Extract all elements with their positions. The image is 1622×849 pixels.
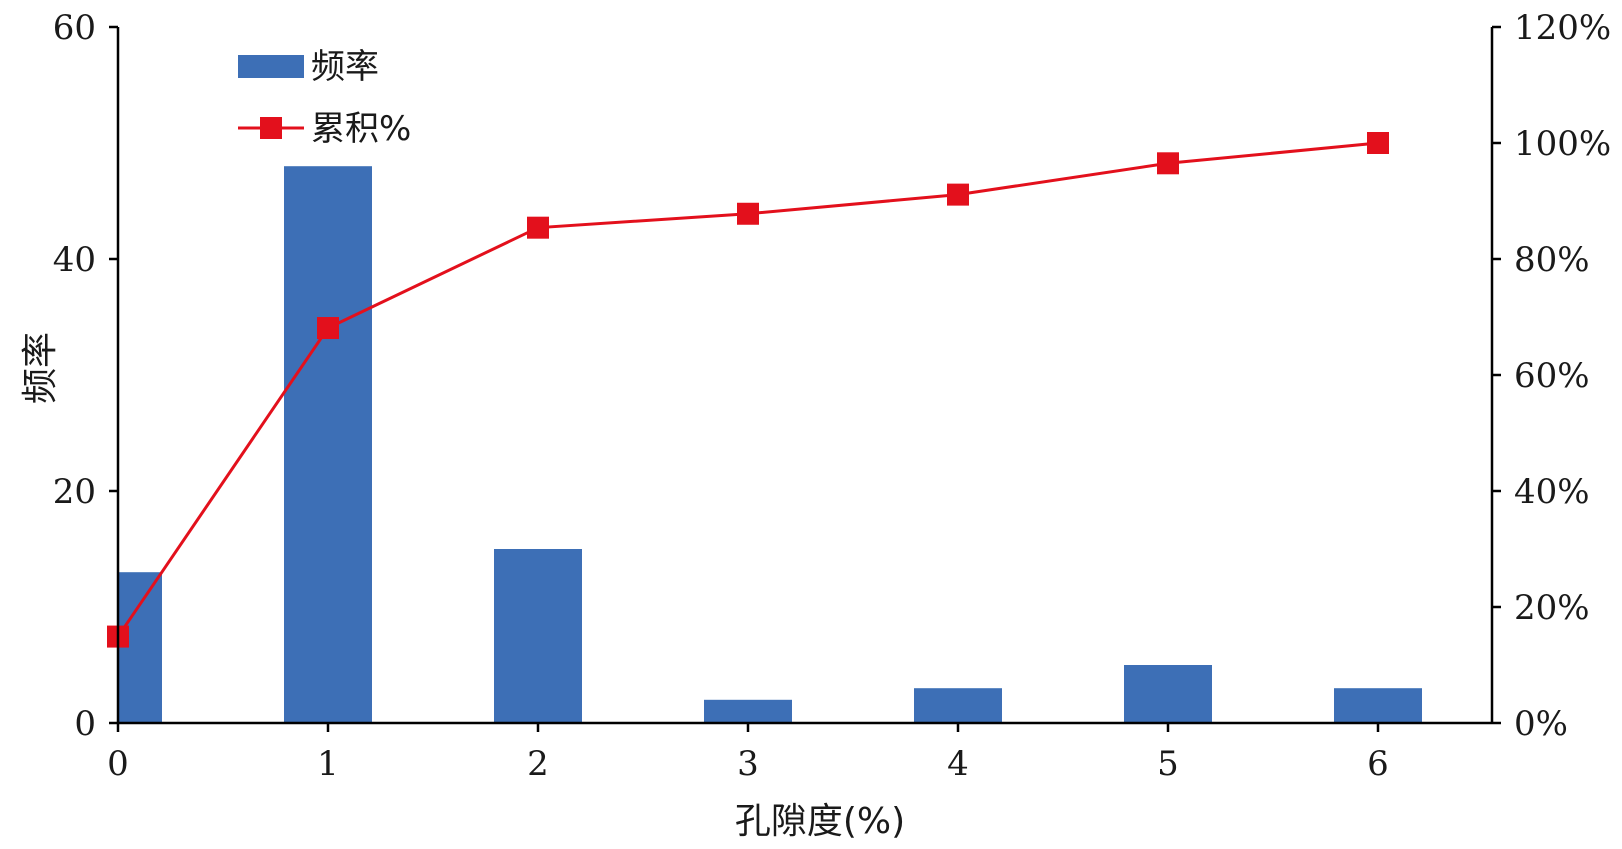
x-tick-label-5: 5 bbox=[1157, 744, 1179, 784]
y2-tick-label-60%: 60% bbox=[1514, 356, 1590, 396]
legend-line-label: 累积% bbox=[311, 109, 411, 149]
bar-2 bbox=[494, 549, 582, 723]
x-tick-label-6: 6 bbox=[1367, 744, 1389, 784]
y2-tick-label-0%: 0% bbox=[1514, 704, 1568, 744]
cumulative-point-4 bbox=[947, 183, 969, 206]
x-tick-label-1: 1 bbox=[317, 744, 339, 784]
y-tick-label-60: 60 bbox=[53, 8, 96, 48]
bar-4 bbox=[914, 688, 1002, 723]
y2-tick-label-40%: 40% bbox=[1514, 472, 1590, 512]
x-tick-label-3: 3 bbox=[737, 744, 759, 784]
y2-tick-label-80%: 80% bbox=[1514, 240, 1590, 280]
cumulative-point-5 bbox=[1157, 152, 1179, 175]
x-tick-label-0: 0 bbox=[107, 744, 129, 784]
y-tick-label-20: 20 bbox=[53, 472, 96, 512]
legend-bar-swatch bbox=[238, 55, 304, 78]
x-tick-label-2: 2 bbox=[527, 744, 549, 784]
cumulative-point-3 bbox=[737, 202, 759, 225]
cumulative-point-6 bbox=[1367, 132, 1389, 154]
cumulative-point-1 bbox=[317, 317, 339, 340]
legend-bar-label: 频率 bbox=[311, 47, 379, 87]
y-tick-label-40: 40 bbox=[53, 240, 96, 280]
cumulative-point-2 bbox=[527, 216, 549, 239]
bar-0 bbox=[118, 572, 162, 723]
bars-layer bbox=[118, 166, 1422, 723]
bar-1 bbox=[284, 166, 372, 723]
x-tick-label-4: 4 bbox=[947, 744, 969, 784]
legend-line-marker bbox=[260, 117, 282, 139]
bar-6 bbox=[1334, 688, 1422, 723]
x-axis-title: 孔隙度(%) bbox=[735, 801, 905, 842]
legend: 频率 累积% bbox=[238, 47, 411, 149]
cumulative-line-layer bbox=[107, 132, 1389, 648]
y2-tick-label-20%: 20% bbox=[1514, 588, 1590, 628]
bar-3 bbox=[704, 699, 792, 723]
y2-tick-label-100%: 100% bbox=[1514, 124, 1611, 164]
y2-tick-label-120%: 120% bbox=[1514, 8, 1611, 48]
y-tick-label-0: 0 bbox=[74, 704, 96, 744]
y-axis-title: 频率 bbox=[20, 332, 61, 404]
bar-5 bbox=[1124, 665, 1212, 723]
